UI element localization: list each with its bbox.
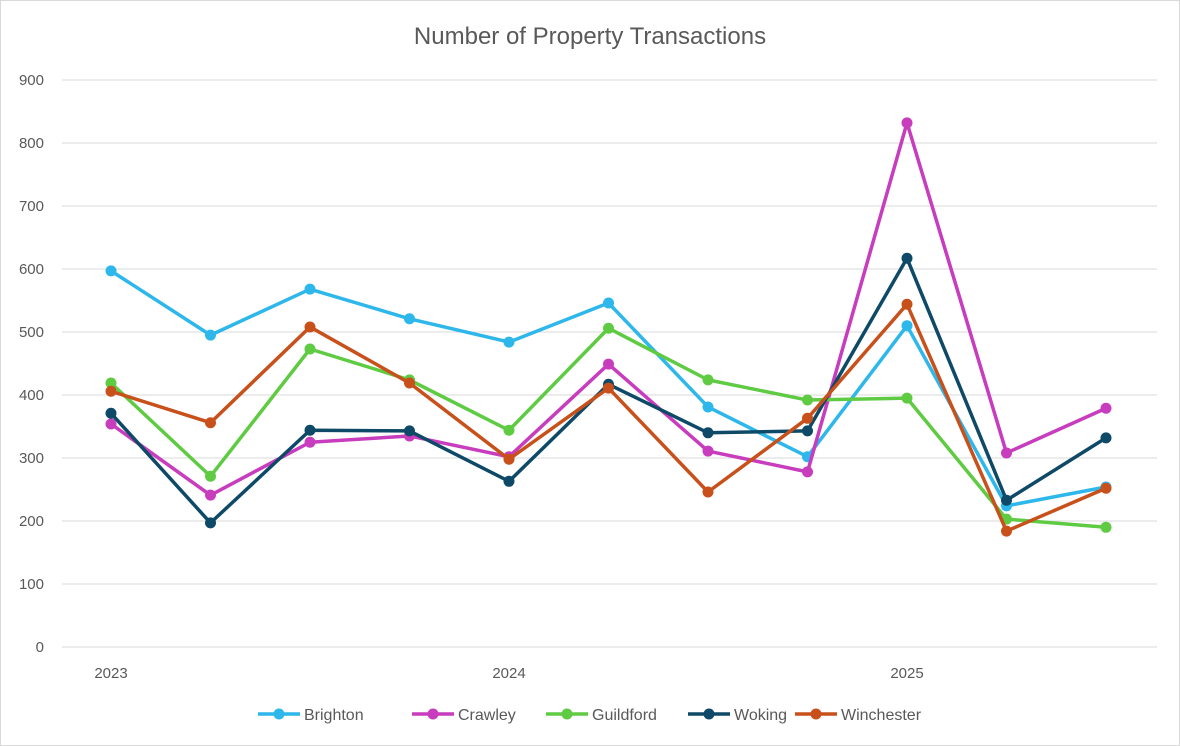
data-point (404, 313, 415, 325)
series-brighton (105, 265, 1112, 512)
data-point (503, 424, 515, 436)
data-point (205, 489, 216, 501)
data-point (105, 407, 117, 419)
data-point (603, 297, 614, 309)
data-point (603, 322, 614, 334)
legend-label: Crawley (458, 707, 516, 724)
data-point (901, 392, 913, 404)
data-point (603, 382, 614, 394)
data-point (1001, 447, 1012, 459)
x-tick-label: 2024 (492, 665, 525, 682)
x-tick-label: 2025 (890, 665, 923, 682)
data-point (503, 453, 515, 465)
legend-item: Winchester (795, 707, 922, 724)
data-point (901, 117, 913, 129)
data-point (702, 374, 714, 386)
legend-item: Crawley (412, 707, 516, 724)
y-tick-label: 100 (19, 576, 44, 593)
y-tick-label: 500 (19, 324, 44, 341)
series-line (110, 302, 1107, 533)
legend-label: Winchester (841, 707, 922, 724)
legend-item: Woking (688, 707, 787, 724)
legend-marker (810, 708, 822, 720)
data-point (105, 385, 117, 397)
data-point (404, 377, 415, 389)
data-point (901, 252, 913, 264)
series-winchester (105, 298, 1112, 537)
data-point (802, 466, 813, 478)
data-point (205, 329, 216, 341)
y-tick-label: 0 (36, 639, 44, 656)
legend-label: Guildford (592, 707, 657, 724)
y-tick-label: 600 (19, 261, 44, 278)
data-point (304, 283, 316, 295)
data-point (404, 425, 415, 437)
legend-item: Brighton (258, 707, 364, 724)
data-point (503, 336, 515, 348)
data-point (304, 343, 316, 355)
series-guildford (105, 322, 1112, 533)
data-point (304, 321, 316, 333)
data-point (802, 412, 813, 424)
y-tick-label: 900 (19, 72, 44, 89)
data-point (1100, 432, 1112, 444)
data-point (304, 436, 316, 448)
data-point (205, 417, 216, 429)
series-crawley (105, 117, 1112, 501)
data-point (702, 401, 714, 413)
data-point (105, 418, 117, 430)
legend-item: Guildford (546, 707, 657, 724)
data-point (205, 470, 216, 482)
data-point (702, 486, 714, 498)
legend-label: Woking (734, 707, 787, 724)
data-point (304, 424, 316, 436)
data-point (1100, 521, 1112, 533)
legend-label: Brighton (304, 707, 364, 724)
data-point (802, 394, 813, 406)
data-point (702, 445, 714, 457)
y-tick-label: 200 (19, 513, 44, 530)
legend-marker (273, 708, 285, 720)
data-point (105, 265, 117, 277)
data-point (901, 320, 913, 332)
y-tick-label: 700 (19, 198, 44, 215)
legend-marker (427, 708, 439, 720)
x-tick-label: 2023 (94, 665, 127, 682)
chart-title: Number of Property Transactions (414, 23, 766, 50)
y-tick-label: 800 (19, 135, 44, 152)
data-point (603, 358, 614, 370)
data-point (205, 517, 216, 529)
data-point (802, 425, 813, 437)
legend-marker (703, 708, 715, 720)
legend-marker (561, 708, 573, 720)
data-point (105, 377, 117, 389)
y-tick-label: 400 (19, 387, 44, 404)
data-point (1001, 494, 1012, 506)
data-point (901, 298, 913, 310)
data-point (702, 427, 714, 439)
data-point (1100, 402, 1112, 414)
data-point (1100, 482, 1112, 494)
series-line (109, 121, 1107, 497)
data-point (1001, 525, 1012, 537)
series-line (109, 326, 1107, 530)
data-point (503, 475, 515, 487)
y-tick-label: 300 (19, 450, 44, 467)
